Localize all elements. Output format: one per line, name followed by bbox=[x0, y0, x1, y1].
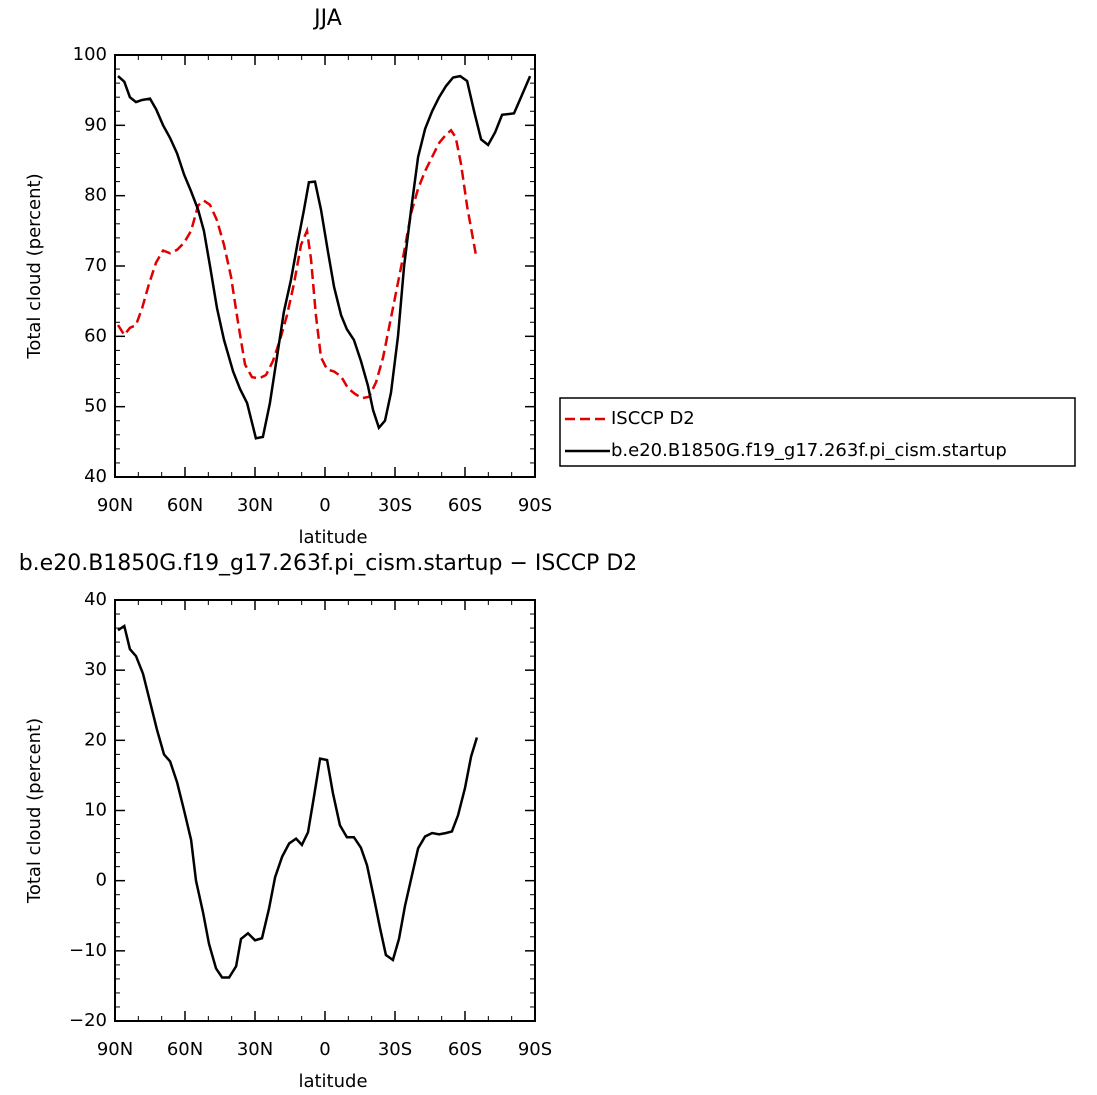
legend-label: b.e20.B1850G.f19_g17.263f.pi_cism.startu… bbox=[611, 440, 1007, 461]
x-tick-label: 90S bbox=[518, 1039, 552, 1060]
plot-frame bbox=[114, 599, 536, 1022]
x-tick-label: 30N bbox=[237, 495, 273, 516]
x-tick-label: 60S bbox=[448, 1039, 482, 1060]
y-axis-label: Total cloud (percent) bbox=[24, 173, 45, 359]
chart-title: JJA bbox=[312, 6, 342, 31]
x-tick-label: 30N bbox=[237, 1039, 273, 1060]
data-line bbox=[117, 623, 479, 979]
y-tick-label: 0 bbox=[96, 870, 107, 891]
x-tick-label: 90N bbox=[97, 495, 133, 516]
y-tick-label: 90 bbox=[84, 114, 107, 135]
x-tick-label: 60N bbox=[167, 1039, 203, 1060]
y-axis-label: Total cloud (percent) bbox=[24, 718, 45, 904]
y-tick-label: 20 bbox=[84, 729, 107, 750]
x-tick-label: 0 bbox=[319, 1039, 330, 1060]
y-tick-label: −10 bbox=[69, 940, 107, 961]
x-tick-label: 90N bbox=[97, 1039, 133, 1060]
data-line bbox=[117, 74, 532, 440]
legend-box bbox=[559, 397, 1076, 467]
y-tick-label: 40 bbox=[84, 589, 107, 610]
x-tick-label: 60S bbox=[448, 495, 482, 516]
y-tick-label: 50 bbox=[84, 396, 107, 417]
y-tick-label: −20 bbox=[69, 1010, 107, 1031]
y-tick-label: 80 bbox=[84, 185, 107, 206]
x-tick-label: 90S bbox=[518, 495, 552, 516]
data-line bbox=[116, 128, 478, 400]
y-tick-label: 60 bbox=[84, 325, 107, 346]
y-tick-label: 10 bbox=[84, 800, 107, 821]
x-tick-label: 30S bbox=[378, 1039, 412, 1060]
x-axis-label: latitude bbox=[298, 527, 367, 548]
plot-frame bbox=[114, 54, 536, 478]
x-tick-label: 30S bbox=[378, 495, 412, 516]
x-axis-label: latitude bbox=[298, 1071, 367, 1092]
x-tick-label: 60N bbox=[167, 495, 203, 516]
x-tick-label: 0 bbox=[319, 495, 330, 516]
y-tick-label: 100 bbox=[73, 44, 107, 65]
y-tick-label: 70 bbox=[84, 255, 107, 276]
legend-label: ISCCP D2 bbox=[611, 408, 695, 429]
y-tick-label: 40 bbox=[84, 466, 107, 487]
y-tick-label: 30 bbox=[84, 659, 107, 680]
chart-title: b.e20.B1850G.f19_g17.263f.pi_cism.startu… bbox=[19, 551, 638, 576]
